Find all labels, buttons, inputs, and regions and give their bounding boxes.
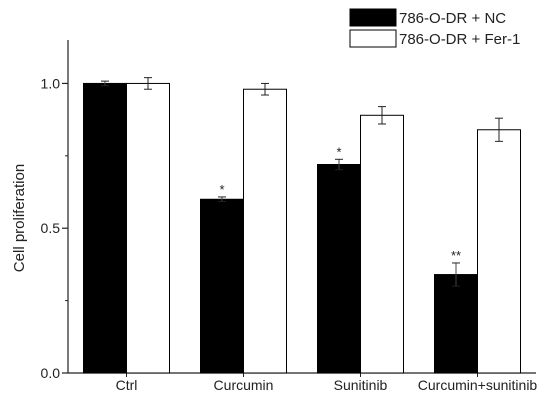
legend-label: 786-O-DR + Fer-1	[399, 31, 520, 48]
x-tick-label: Ctrl	[116, 377, 138, 393]
y-tick-label: 1.0	[41, 75, 61, 91]
bar-fer1	[477, 129, 521, 374]
error-bar	[261, 82, 269, 96]
error-bar	[452, 262, 460, 287]
legend-swatch	[349, 29, 397, 48]
error-bar	[218, 196, 226, 203]
bar-nc	[83, 82, 127, 374]
significance-mark: **	[451, 248, 461, 263]
y-axis-title: Cell proliferation	[11, 164, 28, 272]
error-bar	[495, 117, 503, 142]
bar-fer1	[243, 88, 287, 374]
legend-item: 786-O-DR + Fer-1	[349, 29, 520, 48]
legend-swatch	[349, 8, 397, 27]
bars: ****	[83, 77, 521, 374]
significance-mark: *	[336, 144, 341, 159]
legend-label: 786-O-DR + NC	[399, 10, 506, 27]
bar-nc	[317, 164, 361, 374]
error-bar	[378, 106, 386, 125]
x-tick-label: Curcumin+sunitinib	[418, 377, 538, 393]
bar-nc	[434, 274, 478, 374]
y-ticks: 0.0 0.5 1.0	[41, 75, 68, 381]
x-tick-label: Curcumin	[214, 377, 274, 393]
bar-fer1	[126, 82, 170, 374]
error-bar	[335, 158, 343, 171]
error-bar	[101, 80, 109, 87]
legend: 786-O-DR + NC 786-O-DR + Fer-1	[349, 8, 520, 48]
error-bar	[144, 77, 152, 90]
bar-fer1	[360, 114, 404, 374]
y-tick-label: 0.5	[41, 220, 61, 236]
bar-nc	[200, 198, 244, 374]
y-tick-label: 0.0	[41, 365, 61, 381]
x-tick-label: Sunitinib	[334, 377, 388, 393]
legend-item: 786-O-DR + NC	[349, 8, 506, 27]
x-ticks: Ctrl Curcumin Sunitinib Curcumin+sunitinib	[116, 373, 538, 393]
significance-mark: *	[219, 182, 224, 197]
